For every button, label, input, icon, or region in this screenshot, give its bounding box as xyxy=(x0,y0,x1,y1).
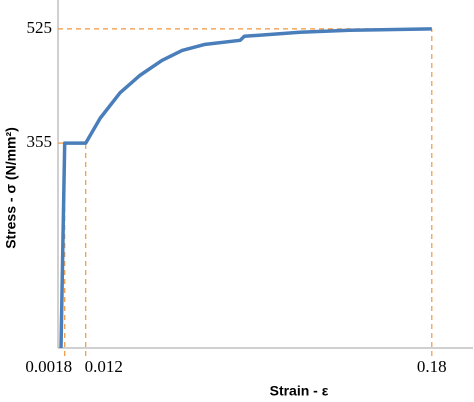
x-axis-title: Strain - ε xyxy=(270,383,329,399)
x-tick-label: 0.18 xyxy=(417,357,447,376)
y-tick-label: 355 xyxy=(27,132,53,151)
y-tick-label: 525 xyxy=(27,18,53,37)
y-axis-title: Stress - σ (N/mm²) xyxy=(3,127,19,249)
x-tick-label: 0.012 xyxy=(85,357,123,376)
stress-strain-line xyxy=(59,27,432,349)
x-tick-label: 0.0018 xyxy=(25,357,72,376)
